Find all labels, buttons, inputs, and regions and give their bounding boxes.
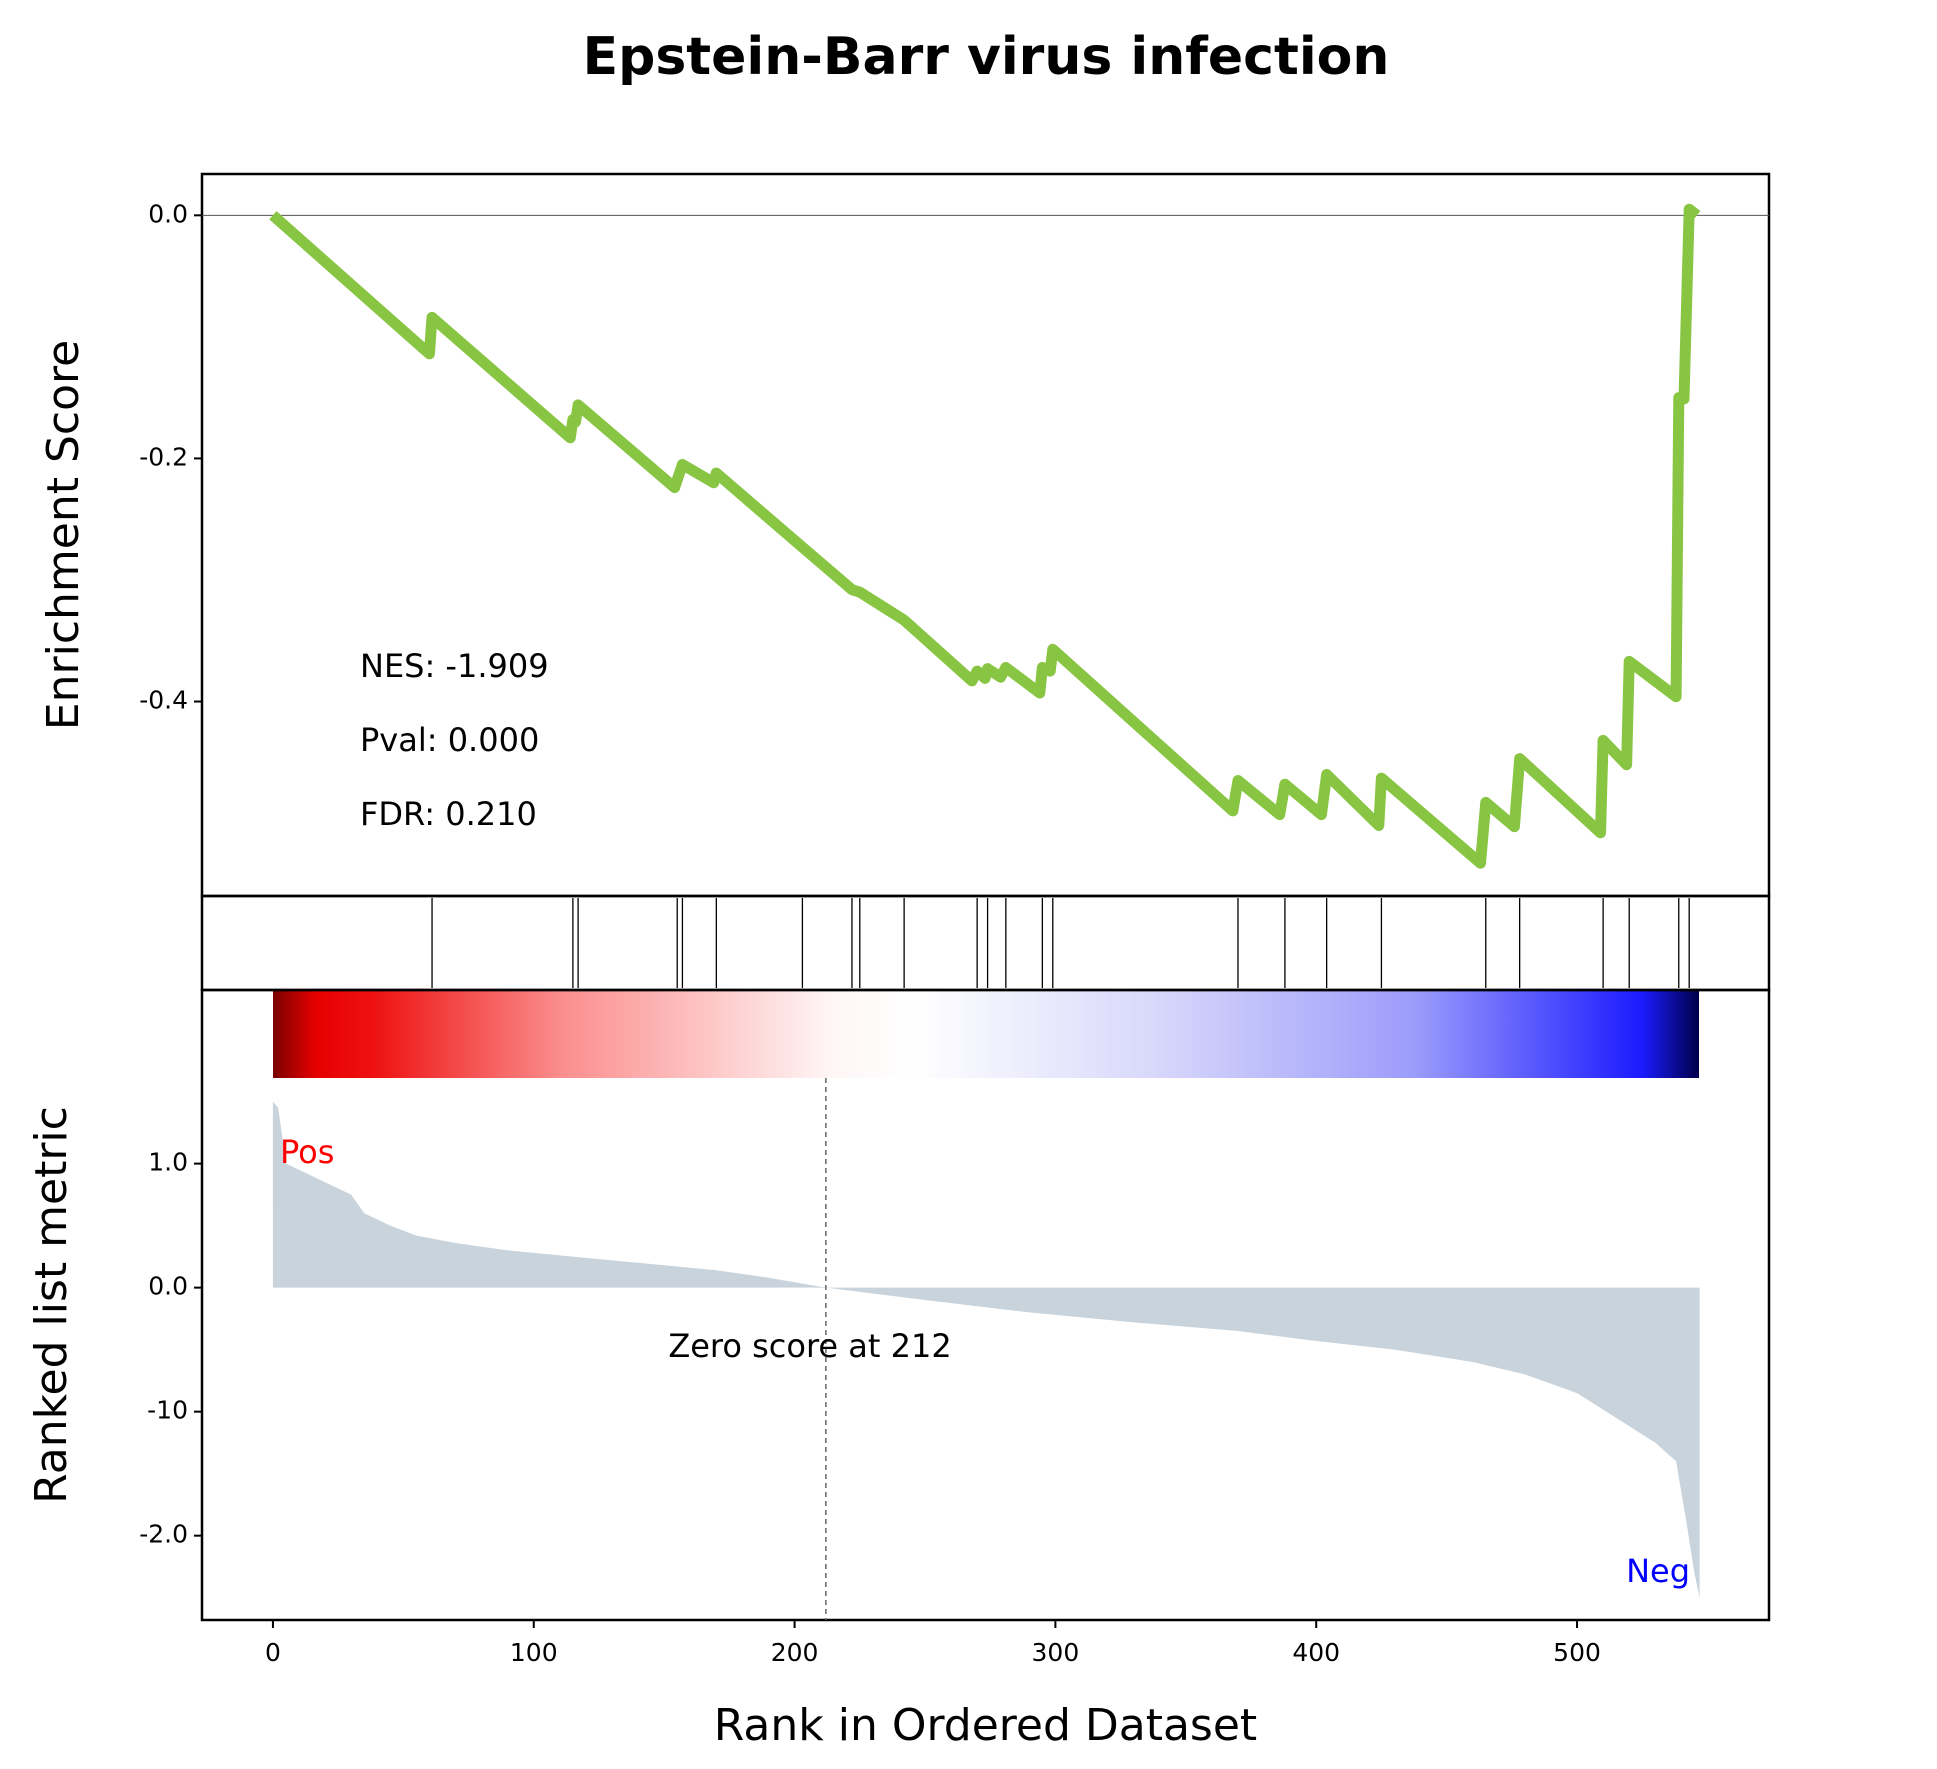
y-axis-label: Enrichment Score: [38, 340, 89, 730]
pos-label: Pos: [280, 1133, 334, 1171]
plot-frame: [200, 988, 1771, 1622]
x-tick-label: 100: [510, 1638, 558, 1667]
y-tick-label: 0.0: [148, 1272, 188, 1301]
y-tick-label: -10: [147, 1396, 188, 1425]
y-tick-label: -0.4: [139, 686, 188, 715]
x-tick-label: 500: [1553, 1638, 1601, 1667]
x-axis-label: Rank in Ordered Dataset: [714, 1700, 1257, 1751]
chart-title: Epstein-Barr virus infection: [583, 27, 1390, 87]
stat-annotation: FDR: 0.210: [360, 795, 537, 833]
y-tick-label: 1.0: [148, 1148, 188, 1177]
x-tick-label: 300: [1032, 1638, 1080, 1667]
plot-frame: [200, 894, 1771, 992]
y-tick-label: -2.0: [139, 1520, 188, 1549]
color-bar: [273, 990, 1699, 1078]
neg-label: Neg: [1626, 1552, 1690, 1590]
es-line: [269, 203, 1701, 869]
metric-area: [272, 1101, 1700, 1598]
x-tick-label: 200: [771, 1638, 819, 1667]
x-tick-label: 0: [265, 1638, 281, 1667]
y-tick-label: 0.0: [148, 199, 188, 228]
plot-frame: [200, 172, 1771, 898]
y-axis-label: Ranked list metric: [26, 1106, 77, 1504]
stat-annotation: Pval: 0.000: [360, 721, 539, 759]
zero-label: Zero score at 212: [668, 1327, 951, 1365]
x-tick-label: 400: [1292, 1638, 1340, 1667]
stat-annotation: NES: -1.909: [360, 647, 549, 685]
y-tick-label: -0.2: [139, 442, 188, 471]
